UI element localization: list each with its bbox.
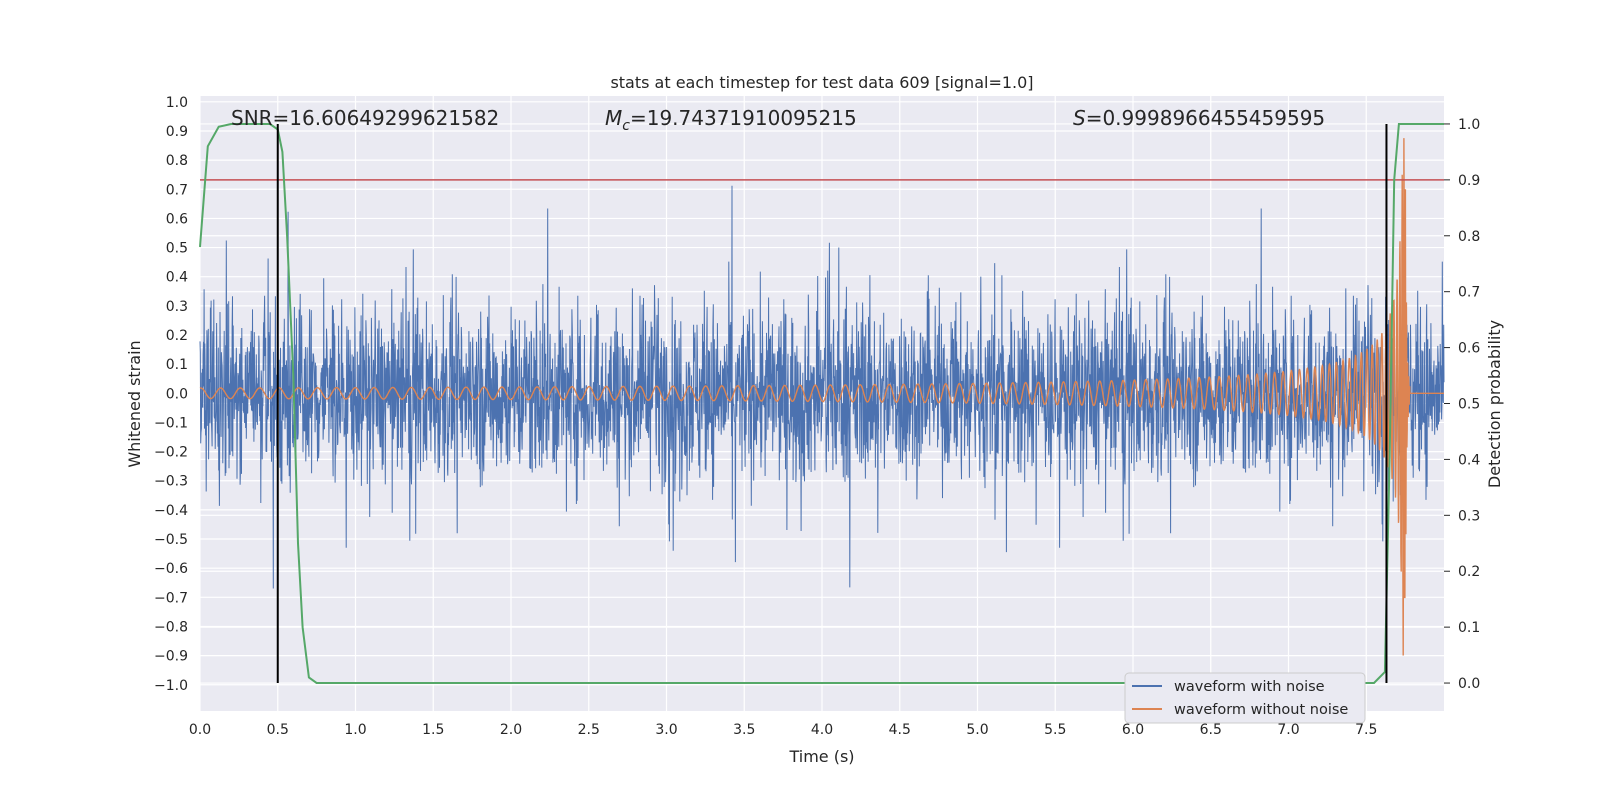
y-left-tick-label: −0.8 bbox=[154, 619, 188, 635]
y-right-tick-label: 0.2 bbox=[1458, 564, 1480, 580]
x-tick-label: 1.5 bbox=[422, 722, 444, 738]
score-value: =0.9998966455459595 bbox=[1086, 106, 1325, 130]
x-tick-label: 4.5 bbox=[889, 722, 911, 738]
y-left-tick-label: 0.3 bbox=[166, 299, 188, 315]
legend-box bbox=[1124, 672, 1366, 724]
x-tick-label: 0.0 bbox=[189, 722, 211, 738]
y-axis-left-label: Whitened strain bbox=[125, 340, 144, 467]
y-left-tick-label: 1.0 bbox=[166, 95, 188, 111]
y-axis-left-ticks: 1.0 0.9 0.8 0.7 0.6 0.5 0.4 0.3 0.2 0.1 0.0 −0.1 −0.… bbox=[154, 95, 188, 694]
chirp-mass-value: =19.74371910095215 bbox=[630, 106, 857, 130]
y-right-tick-label: 1.0 bbox=[1458, 117, 1480, 133]
x-tick-label: 2.0 bbox=[500, 722, 522, 738]
x-tick-label: 3.0 bbox=[655, 722, 677, 738]
y-left-tick-label: −0.4 bbox=[154, 503, 188, 519]
y-right-tick-label: 0.1 bbox=[1458, 620, 1480, 636]
y-right-tick-label: 0.7 bbox=[1458, 285, 1480, 301]
y-left-tick-label: 0.9 bbox=[166, 124, 188, 140]
y-left-tick-label: 0.5 bbox=[166, 241, 188, 257]
y-left-tick-label: 0.6 bbox=[166, 211, 188, 227]
detection-marker-lines bbox=[276, 123, 1388, 684]
chirp-mass-annotation: Mc=19.74371910095215 bbox=[605, 106, 857, 134]
y-left-tick-label: 0.8 bbox=[166, 153, 188, 169]
y-left-tick-label: −0.7 bbox=[154, 590, 188, 606]
y-left-tick-label: −0.2 bbox=[154, 445, 188, 461]
y-right-tick-label: 0.9 bbox=[1458, 173, 1480, 189]
y-axis-right-ticks: 1.0 0.9 0.8 0.7 0.6 0.5 0.4 0.3 0.2 0.1 0.0 bbox=[1444, 117, 1480, 692]
x-tick-label: 5.0 bbox=[966, 722, 988, 738]
legend-label-clean: waveform without noise bbox=[1174, 702, 1348, 718]
y-left-tick-label: −1.0 bbox=[154, 678, 188, 694]
snr-annotation: SNR=16.60649299621582 bbox=[231, 106, 499, 130]
y-left-tick-label: −0.1 bbox=[154, 415, 188, 431]
chart-title: stats at each timestep for test data 609… bbox=[610, 73, 1033, 92]
chirp-mass-subscript: c bbox=[622, 118, 630, 134]
x-axis-label: Time (s) bbox=[788, 747, 854, 766]
x-tick-label: 7.0 bbox=[1277, 722, 1299, 738]
x-tick-label: 0.5 bbox=[267, 722, 289, 738]
x-tick-label: 2.5 bbox=[578, 722, 600, 738]
y-left-tick-label: 0.1 bbox=[166, 357, 188, 373]
y-left-tick-label: 0.2 bbox=[166, 328, 188, 344]
x-tick-label: 3.5 bbox=[733, 722, 755, 738]
y-right-tick-label: 0.3 bbox=[1458, 508, 1480, 524]
y-right-tick-label: 0.8 bbox=[1458, 229, 1480, 245]
y-left-tick-label: 0.0 bbox=[166, 386, 188, 402]
legend: waveform with noise waveform without noi… bbox=[1124, 672, 1366, 724]
y-left-tick-label: 0.4 bbox=[166, 270, 188, 286]
y-right-tick-label: 0.0 bbox=[1458, 676, 1480, 692]
y-left-tick-label: 0.7 bbox=[166, 182, 188, 198]
series-waveform-without-noise bbox=[199, 138, 1444, 656]
series-detection-probability bbox=[199, 123, 1444, 684]
clean-trace bbox=[199, 138, 1444, 656]
y-left-tick-label: −0.6 bbox=[154, 561, 188, 577]
score-symbol: S bbox=[1073, 106, 1086, 130]
noise-trace bbox=[199, 185, 1445, 589]
chirp-mass-symbol: M bbox=[605, 106, 622, 130]
y-left-tick-label: −0.5 bbox=[154, 532, 188, 548]
legend-label-noise: waveform with noise bbox=[1174, 679, 1325, 695]
y-right-tick-label: 0.6 bbox=[1458, 341, 1480, 357]
y-left-tick-label: −0.3 bbox=[154, 474, 188, 490]
x-tick-label: 6.5 bbox=[1200, 722, 1222, 738]
y-axis-right-label: Detection probability bbox=[1485, 320, 1504, 488]
x-tick-label: 1.0 bbox=[344, 722, 366, 738]
x-axis-ticks: 0.0 0.5 1.0 1.5 2.0 2.5 3.0 3.5 4.0 4.5 5.0 5.5 6.0 6… bbox=[189, 722, 1378, 738]
y-right-tick-label: 0.4 bbox=[1458, 452, 1480, 468]
y-right-tick-label: 0.5 bbox=[1458, 397, 1480, 413]
x-tick-label: 7.5 bbox=[1355, 722, 1377, 738]
y-left-tick-label: −0.9 bbox=[154, 649, 188, 665]
series-waveform-with-noise bbox=[199, 185, 1445, 589]
x-tick-label: 5.5 bbox=[1044, 722, 1066, 738]
x-tick-label: 4.0 bbox=[811, 722, 833, 738]
score-annotation: S=0.9998966455459595 bbox=[1073, 106, 1325, 130]
x-tick-label: 6.0 bbox=[1122, 722, 1144, 738]
